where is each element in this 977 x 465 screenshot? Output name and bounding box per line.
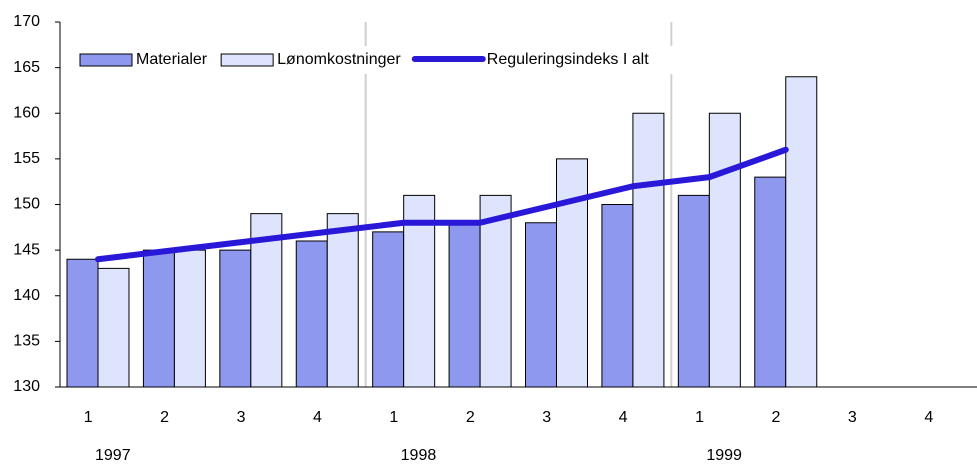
- bar: [372, 231, 405, 388]
- x-tick-label: 4: [313, 409, 322, 426]
- legend-swatch: [79, 53, 133, 67]
- y-tick-label: 135: [13, 333, 40, 350]
- x-tick-label: 1: [695, 409, 704, 426]
- bar: [525, 222, 557, 388]
- x-tick-label: 3: [542, 409, 551, 426]
- x-tick-label: 3: [848, 409, 857, 426]
- bar: [448, 222, 481, 388]
- x-tick-label: 1: [389, 409, 398, 426]
- x-tick-label: 3: [237, 409, 246, 426]
- bar: [403, 194, 436, 388]
- bar: [295, 240, 328, 388]
- x-tick-label: 2: [160, 409, 169, 426]
- year-label: 1998: [401, 447, 437, 464]
- y-tick-label: 150: [13, 196, 40, 213]
- legend-label: Materialer: [136, 51, 208, 68]
- bar: [556, 158, 588, 388]
- year-label: 1999: [706, 447, 742, 464]
- legend-label: Reguleringsindeks I alt: [487, 51, 649, 68]
- bar: [708, 112, 741, 388]
- bar: [97, 267, 130, 388]
- x-tick-label: 4: [619, 409, 628, 426]
- bar: [785, 76, 818, 388]
- y-tick-label: 145: [13, 241, 40, 258]
- y-tick-label: 140: [13, 287, 40, 304]
- bar: [219, 249, 252, 388]
- year-label: 1997: [95, 447, 131, 464]
- bar: [142, 249, 175, 388]
- bar: [66, 258, 99, 388]
- x-tick-label: 2: [772, 409, 781, 426]
- y-tick-label: 160: [13, 104, 40, 121]
- bar: [677, 194, 710, 388]
- bar: [632, 112, 665, 388]
- bar: [479, 194, 512, 388]
- y-tick-label: 130: [13, 378, 40, 395]
- bar: [601, 204, 634, 388]
- bar: [326, 213, 359, 388]
- legend-box: [70, 46, 690, 74]
- legend-swatch: [220, 53, 274, 67]
- bar: [754, 176, 787, 388]
- bar: [173, 249, 206, 388]
- legend-label: Lønomkostninger: [277, 51, 401, 68]
- x-tick-label: 1: [84, 409, 93, 426]
- y-tick-label: 155: [13, 150, 40, 167]
- line: [95, 146, 789, 263]
- y-tick-label: 170: [13, 13, 40, 30]
- x-tick-label: 2: [466, 409, 475, 426]
- x-tick-label: 4: [924, 409, 933, 426]
- y-tick-label: 165: [13, 59, 40, 76]
